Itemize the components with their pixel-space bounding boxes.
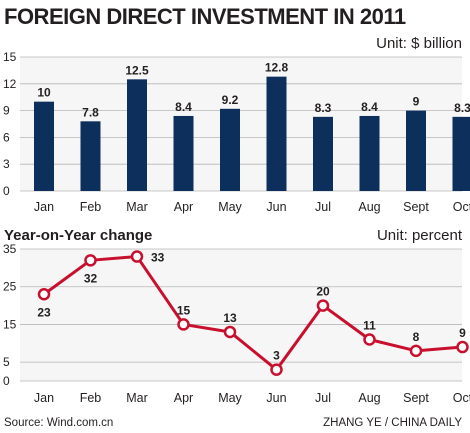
line-plot-area <box>20 249 462 381</box>
bar-y-tick-label: 9 <box>3 104 10 118</box>
line-y-tick-label: 35 <box>3 242 17 256</box>
line-x-tick-label: May <box>218 391 242 405</box>
line-chart-title: Year-on-Year change <box>4 227 152 244</box>
line-x-tick-label: Apr <box>174 391 193 405</box>
bar-data-label: 8.3 <box>315 101 332 115</box>
line-x-tick-label: Jan <box>34 391 54 405</box>
bar-y-tick-label: 3 <box>3 157 10 171</box>
line-point-aug <box>363 333 376 346</box>
bar-x-tick-label: Feb <box>80 200 102 214</box>
line-y-tick-label: 5 <box>3 355 10 369</box>
bar-data-label: 7.8 <box>82 105 99 119</box>
line-point-sept <box>409 344 423 358</box>
bar-may <box>220 108 240 191</box>
bar-jun <box>266 76 287 191</box>
bar-data-label: 8.3 <box>454 101 470 115</box>
bar-chart-title: FOREIGN DIRECT INVESTMENT IN 2011 <box>4 4 406 29</box>
bar-jul <box>313 116 333 191</box>
bar-aug <box>359 115 380 191</box>
bar-apr <box>173 115 194 191</box>
line-y-tick-label: 15 <box>3 317 17 331</box>
bar-x-tick-label: Apr <box>174 200 193 214</box>
line-data-label: 33 <box>151 251 165 265</box>
line-point-oct <box>456 340 469 354</box>
line-data-label: 8 <box>413 330 420 344</box>
bar-mar <box>127 79 147 191</box>
line-data-label: 15 <box>177 303 191 317</box>
bar-x-tick-label: Aug <box>358 200 380 214</box>
bar-y-tick-label: 0 <box>3 184 10 198</box>
line-series <box>43 255 463 372</box>
bar-y-tick-label: 15 <box>3 50 17 64</box>
line-data-label: 9 <box>459 326 466 340</box>
bar-y-tick-label: 12 <box>3 77 17 91</box>
source-note: Source: Wind.com.cn <box>4 417 113 429</box>
line-data-label: 11 <box>363 319 376 333</box>
bar-y-tick-label: 6 <box>3 130 10 144</box>
bar-feb <box>80 121 101 191</box>
line-point-jun <box>270 363 283 376</box>
bar-data-label: 12.5 <box>125 63 149 77</box>
bar-x-tick-label: Sept <box>403 200 429 214</box>
bar-data-label: 10 <box>37 86 51 100</box>
bar-sept <box>406 110 426 191</box>
line-x-tick-label: Sept <box>403 391 429 405</box>
line-data-label: 32 <box>84 271 98 285</box>
line-y-tick-label: 0 <box>3 374 10 388</box>
line-x-tick-label: Feb <box>80 391 102 405</box>
line-x-tick-label: Jul <box>315 391 331 405</box>
line-point-apr <box>177 318 190 331</box>
credit-note: ZHANG YE / CHINA DAILY <box>323 417 462 429</box>
bar-data-label: 9.2 <box>222 93 239 107</box>
line-y-tick-label: 25 <box>3 280 17 294</box>
bar-x-tick-label: Mar <box>126 200 148 214</box>
bar-x-tick-label: Jun <box>266 200 286 214</box>
bar-x-tick-label: May <box>218 200 242 214</box>
bar-x-tick-label: Oct <box>453 200 470 214</box>
line-data-label: 23 <box>37 305 51 319</box>
line-point-mar <box>130 250 144 263</box>
line-point-jan <box>37 288 51 301</box>
line-x-tick-label: Mar <box>126 391 148 405</box>
bar-x-tick-label: Jan <box>34 200 54 214</box>
line-point-jul <box>316 299 330 312</box>
bar-data-label: 12.8 <box>265 61 289 75</box>
bar-data-label: 8.4 <box>361 100 378 114</box>
line-data-label: 20 <box>316 285 330 299</box>
bar-jan <box>34 101 54 191</box>
bar-chart-unit: Unit: $ billion <box>376 35 462 52</box>
line-chart-unit: Unit: percent <box>377 227 463 244</box>
bar-data-label: 8.4 <box>175 100 192 114</box>
bar-x-tick-label: Jul <box>315 200 331 214</box>
line-x-tick-label: Jun <box>266 391 286 405</box>
line-data-label: 3 <box>273 349 280 363</box>
bar-oct <box>452 116 470 191</box>
bar-data-label: 9 <box>413 95 420 109</box>
line-x-tick-label: Aug <box>358 391 380 405</box>
line-data-label: 13 <box>223 311 237 325</box>
line-x-tick-label: Oct <box>453 391 470 405</box>
line-point-may <box>223 325 237 339</box>
line-point-feb <box>84 254 97 267</box>
